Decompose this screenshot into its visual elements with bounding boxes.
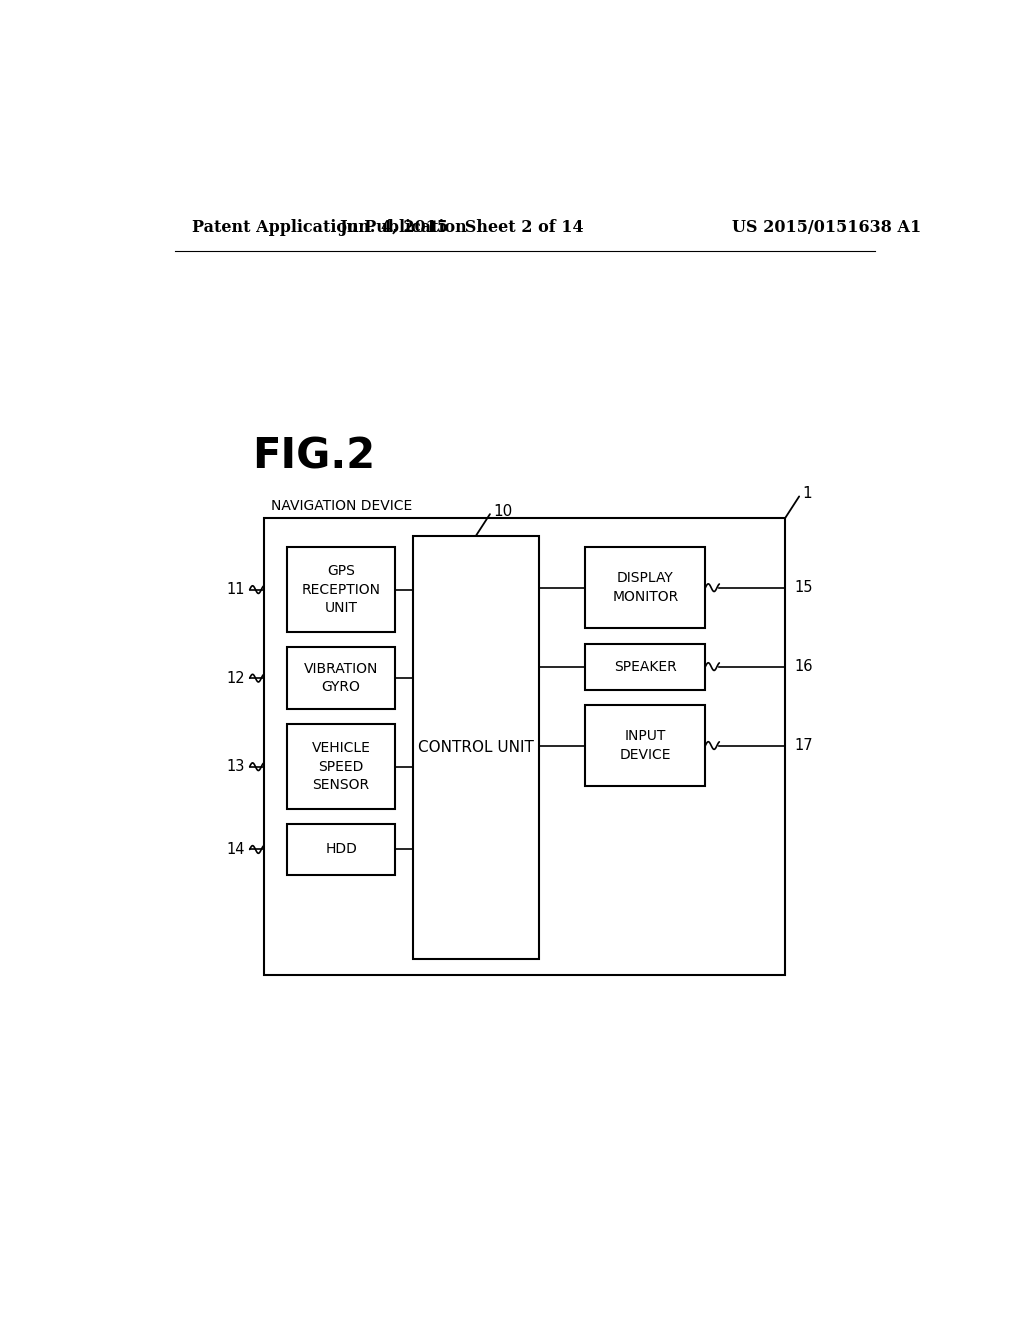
Text: GPS
RECEPTION
UNIT: GPS RECEPTION UNIT bbox=[302, 564, 381, 615]
Bar bbox=[586, 548, 706, 628]
Bar bbox=[586, 705, 706, 785]
Text: VIBRATION
GYRO: VIBRATION GYRO bbox=[304, 661, 378, 694]
Bar bbox=[287, 548, 395, 632]
Text: VEHICLE
SPEED
SENSOR: VEHICLE SPEED SENSOR bbox=[311, 742, 371, 792]
Text: CONTROL UNIT: CONTROL UNIT bbox=[418, 741, 534, 755]
Text: 17: 17 bbox=[795, 738, 813, 752]
Text: 1: 1 bbox=[802, 486, 812, 500]
Text: Jun. 4, 2015   Sheet 2 of 14: Jun. 4, 2015 Sheet 2 of 14 bbox=[339, 219, 584, 236]
Text: 15: 15 bbox=[795, 581, 813, 595]
Bar bbox=[263, 517, 785, 974]
Bar bbox=[287, 647, 395, 709]
Bar bbox=[287, 825, 395, 875]
Text: INPUT
DEVICE: INPUT DEVICE bbox=[620, 730, 671, 762]
Text: 13: 13 bbox=[226, 759, 245, 775]
Bar bbox=[287, 725, 395, 809]
Text: 10: 10 bbox=[493, 503, 512, 519]
Text: 11: 11 bbox=[226, 582, 245, 597]
Text: US 2015/0151638 A1: US 2015/0151638 A1 bbox=[732, 219, 922, 236]
Text: NAVIGATION DEVICE: NAVIGATION DEVICE bbox=[271, 499, 413, 512]
Bar bbox=[414, 536, 539, 960]
Text: 12: 12 bbox=[226, 671, 245, 685]
Bar bbox=[586, 644, 706, 689]
Text: DISPLAY
MONITOR: DISPLAY MONITOR bbox=[612, 572, 679, 603]
Text: HDD: HDD bbox=[326, 842, 357, 857]
Text: 16: 16 bbox=[795, 659, 813, 675]
Text: 14: 14 bbox=[226, 842, 245, 857]
Text: Patent Application Publication: Patent Application Publication bbox=[193, 219, 467, 236]
Text: FIG.2: FIG.2 bbox=[252, 436, 375, 478]
Text: SPEAKER: SPEAKER bbox=[614, 660, 677, 673]
